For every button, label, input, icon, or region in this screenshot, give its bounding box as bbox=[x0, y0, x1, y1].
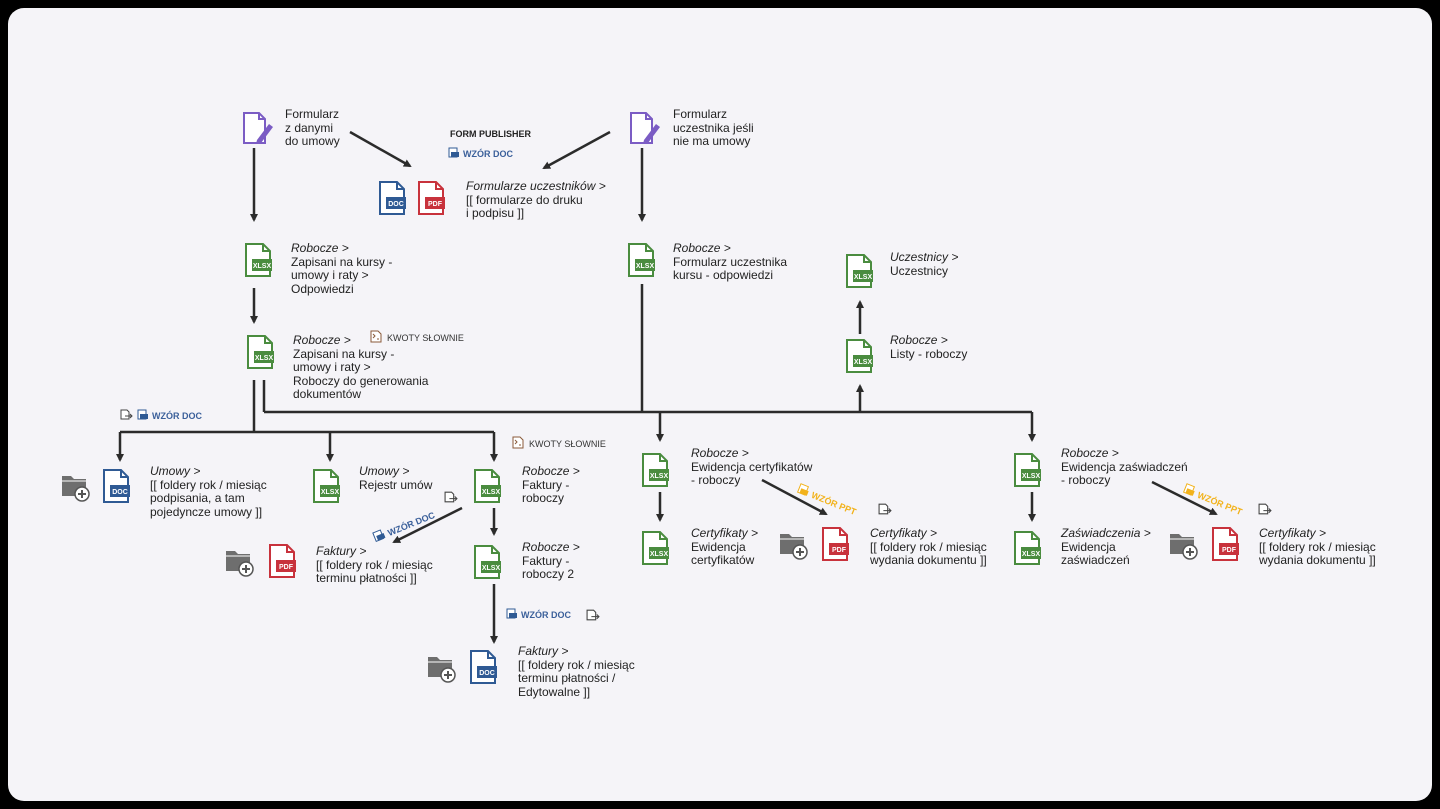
robocze-listy-label: Robocze > Listy - roboczy bbox=[890, 333, 968, 361]
wzor-doc-tag-faktury: WZÓR DOC bbox=[372, 508, 437, 544]
code-icon bbox=[370, 330, 383, 345]
robocze-faktury-label: Robocze > Faktury - roboczy bbox=[522, 464, 580, 505]
umowy-rejestr-label: Umowy > Rejestr umów bbox=[359, 464, 433, 492]
xlsx-file-icon: XLSX bbox=[640, 452, 670, 493]
faktury-doc-label: Faktury >[[ foldery rok / miesiąc terminu… bbox=[518, 644, 635, 699]
pdf-file-icon: PDF bbox=[416, 180, 446, 221]
svg-text:DOC: DOC bbox=[479, 670, 495, 677]
xlsx-file-icon: XLSX bbox=[311, 468, 341, 509]
doc-template-icon bbox=[506, 608, 517, 621]
xlsx-file-icon: XLSX bbox=[245, 334, 275, 375]
faktury-pdf-label: Faktury >[[ foldery rok / miesiąc terminu… bbox=[316, 544, 433, 585]
xlsx-file-icon: XLSX bbox=[844, 253, 874, 294]
svg-text:XLSX: XLSX bbox=[253, 263, 272, 270]
folder-add-icon bbox=[426, 651, 456, 688]
robocze-ewidencja-cert-label: Robocze > Ewidencja certyfikatów - roboczy bbox=[691, 446, 813, 487]
xlsx-file-icon: XLSX bbox=[472, 468, 502, 509]
xlsx-file-icon: XLSX bbox=[243, 242, 273, 283]
doc-template-icon bbox=[448, 147, 459, 160]
svg-text:PDF: PDF bbox=[428, 201, 443, 208]
diagram-canvas: DOC PDF XLSX XLSX XLSX XLSX XLSX bbox=[8, 8, 1432, 801]
zaswiadczenia-ewidencja-label: Zaświadczenia > Ewidencja zaświadczeń bbox=[1061, 526, 1151, 567]
svg-text:XLSX: XLSX bbox=[482, 489, 501, 496]
svg-text:XLSX: XLSX bbox=[1022, 473, 1041, 480]
wzor-doc-tag-left: WZÓR DOC bbox=[120, 408, 202, 423]
svg-text:XLSX: XLSX bbox=[482, 565, 501, 572]
doc-file-icon: DOC bbox=[377, 180, 407, 221]
xlsx-file-icon: XLSX bbox=[472, 544, 502, 585]
certyfikaty-ewidencja-label: Certyfikaty > Ewidencja certyfikatów bbox=[691, 526, 759, 567]
doc-file-icon: DOC bbox=[468, 649, 498, 690]
svg-text:XLSX: XLSX bbox=[321, 489, 340, 496]
open-file-icon bbox=[1258, 502, 1272, 521]
form-participant-label: Formularz uczestnika jeśli nie ma umowy bbox=[673, 107, 754, 148]
open-file-icon bbox=[586, 608, 600, 627]
certyfikaty-pdf-2-label: Certyfikaty >[[ foldery rok / miesiąc wyd… bbox=[1259, 526, 1376, 567]
folder-add-icon bbox=[60, 470, 90, 507]
kwoty-tag-2: KWOTY SŁOWNIE bbox=[512, 436, 606, 451]
kwoty-tag-1: KWOTY SŁOWNIE bbox=[370, 330, 464, 345]
folder-add-icon bbox=[224, 545, 254, 582]
form-data-icon bbox=[241, 110, 275, 151]
svg-text:XLSX: XLSX bbox=[650, 473, 669, 480]
svg-text:XLSX: XLSX bbox=[636, 263, 655, 270]
form-publisher-title: FORM PUBLISHER bbox=[450, 129, 531, 139]
xlsx-file-icon: XLSX bbox=[1012, 530, 1042, 571]
folder-add-icon bbox=[1168, 528, 1198, 565]
folder-add-icon bbox=[778, 528, 808, 565]
robocze-formularz-label: Robocze > Formularz uczestnika kursu - odp… bbox=[673, 241, 788, 282]
svg-text:DOC: DOC bbox=[112, 489, 128, 496]
doc-template-icon bbox=[137, 409, 148, 422]
robocze-zapisani-label: Robocze > Zapisani na kursy - umowy i raty… bbox=[291, 241, 393, 296]
form-participant-icon bbox=[628, 110, 662, 151]
form-publisher-tag: WZÓR DOC bbox=[448, 147, 513, 160]
robocze-ewidencja-zasw-label: Robocze > Ewidencja zaświadczeń - roboczy bbox=[1061, 446, 1188, 487]
svg-text:XLSX: XLSX bbox=[650, 551, 669, 558]
xlsx-file-icon: XLSX bbox=[844, 338, 874, 379]
umowy-foldery-label: Umowy >[[ foldery rok / miesiąc podpisani… bbox=[150, 464, 267, 519]
uczestnicy-label: Uczestnicy > Uczestnicy bbox=[890, 250, 959, 278]
form-data-label: Formularz z danymi do umowy bbox=[285, 107, 340, 148]
certyfikaty-pdf-1-label: Certyfikaty >[[ foldery rok / miesiąc wyd… bbox=[870, 526, 987, 567]
ppt-template-icon bbox=[1182, 482, 1197, 498]
svg-text:XLSX: XLSX bbox=[1022, 551, 1041, 558]
svg-text:PDF: PDF bbox=[1222, 547, 1237, 554]
pdf-file-icon: PDF bbox=[267, 543, 297, 584]
open-file-icon bbox=[444, 490, 458, 509]
code-icon bbox=[512, 436, 525, 451]
robocze-faktury2-label: Robocze > Faktury - roboczy 2 bbox=[522, 540, 580, 581]
xlsx-file-icon: XLSX bbox=[640, 530, 670, 571]
svg-text:XLSX: XLSX bbox=[255, 355, 274, 362]
svg-text:XLSX: XLSX bbox=[854, 359, 873, 366]
svg-text:PDF: PDF bbox=[832, 547, 847, 554]
doc-template-icon bbox=[372, 528, 387, 544]
wzor-ppt-tag-1: WZÓR PPT bbox=[796, 482, 859, 517]
xlsx-file-icon: XLSX bbox=[626, 242, 656, 283]
xlsx-file-icon: XLSX bbox=[1012, 452, 1042, 493]
svg-text:XLSX: XLSX bbox=[854, 274, 873, 281]
robocze-generowanie-label: Robocze > Zapisani na kursy - umowy i raty… bbox=[293, 333, 429, 401]
ppt-template-icon bbox=[796, 482, 811, 498]
arrow-zasw-pdf bbox=[1151, 480, 1218, 516]
connector-layer bbox=[116, 130, 1218, 644]
open-file-icon bbox=[120, 408, 133, 423]
svg-text:PDF: PDF bbox=[279, 564, 294, 571]
arrow-participant-publisher bbox=[542, 130, 611, 170]
arrow-faktury-pdf bbox=[392, 506, 463, 544]
formularze-uczestnikow-label: Formularze uczestników >[[ formularze do… bbox=[466, 179, 606, 220]
arrow-formdata-publisher bbox=[349, 130, 412, 168]
pdf-file-icon: PDF bbox=[820, 526, 850, 567]
svg-text:DOC: DOC bbox=[388, 201, 404, 208]
arrow-cert-pdf bbox=[761, 478, 828, 516]
wzor-doc-tag-faktury2: WZÓR DOC bbox=[506, 608, 571, 621]
open-file-icon bbox=[878, 502, 892, 521]
doc-file-icon: DOC bbox=[101, 468, 131, 509]
wzor-ppt-tag-2: WZÓR PPT bbox=[1182, 482, 1245, 517]
pdf-file-icon: PDF bbox=[1210, 526, 1240, 567]
